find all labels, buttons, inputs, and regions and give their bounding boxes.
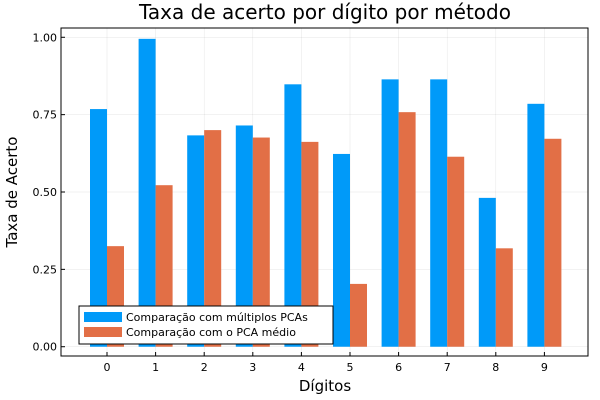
x-tick-label-7: 7 bbox=[444, 361, 451, 374]
bar-series-1-3 bbox=[235, 125, 253, 347]
bar-series-2-9 bbox=[544, 138, 562, 347]
x-tick-label-4: 4 bbox=[298, 361, 305, 374]
legend: Comparação com múltiplos PCAs Comparação… bbox=[78, 305, 334, 345]
bar-series-2-5 bbox=[350, 283, 367, 347]
bar-series-1-1 bbox=[138, 38, 156, 347]
y-ticks: 0.00 0.25 0.50 0.75 1.00 bbox=[33, 31, 65, 354]
y-tick-label-3: 0.75 bbox=[33, 109, 58, 122]
bar-series-1-9 bbox=[527, 103, 545, 347]
legend-label-series-1: Comparação com múltiplos PCAs bbox=[126, 311, 308, 324]
bar-series-2-3 bbox=[252, 137, 270, 347]
bar-series-1-7 bbox=[430, 79, 448, 347]
bar-series-2-7 bbox=[447, 156, 465, 347]
bar-series-1-8 bbox=[478, 197, 496, 347]
x-tick-label-9: 9 bbox=[541, 361, 548, 374]
x-tick-label-8: 8 bbox=[492, 361, 499, 374]
y-tick-label-2: 0.50 bbox=[33, 186, 58, 199]
bar-series-1-5 bbox=[333, 153, 350, 347]
y-axis-label: Taxa de Acerto bbox=[3, 137, 21, 249]
legend-swatch-series-1 bbox=[84, 312, 122, 322]
chart-title: Taxa de acerto por dígito por método bbox=[138, 0, 511, 24]
y-tick-label-1: 0.25 bbox=[33, 263, 58, 276]
bar-series-1-6 bbox=[381, 79, 399, 347]
bar-series-2-8 bbox=[495, 248, 513, 347]
x-tick-label-6: 6 bbox=[395, 361, 402, 374]
x-tick-label-3: 3 bbox=[249, 361, 256, 374]
x-ticks: 0 1 2 3 4 5 6 7 8 9 bbox=[104, 352, 548, 374]
bar-series-1-2 bbox=[187, 135, 205, 347]
x-tick-label-1: 1 bbox=[152, 361, 159, 374]
bar-series-2-2 bbox=[204, 130, 222, 347]
y-tick-label-0: 0.00 bbox=[33, 341, 58, 354]
x-axis-label: Dígitos bbox=[299, 377, 351, 395]
bar-series-2-6 bbox=[398, 112, 416, 347]
y-tick-label-4: 1.00 bbox=[33, 31, 58, 44]
x-tick-label-2: 2 bbox=[201, 361, 208, 374]
bar-series-1-0 bbox=[90, 109, 107, 347]
bar-series-2-4 bbox=[301, 141, 319, 347]
x-tick-label-0: 0 bbox=[104, 361, 111, 374]
legend-swatch-series-2 bbox=[84, 327, 122, 337]
x-tick-label-5: 5 bbox=[347, 361, 354, 374]
legend-label-series-2: Comparação com o PCA médio bbox=[126, 326, 296, 339]
bar-series-1-4 bbox=[284, 84, 302, 347]
